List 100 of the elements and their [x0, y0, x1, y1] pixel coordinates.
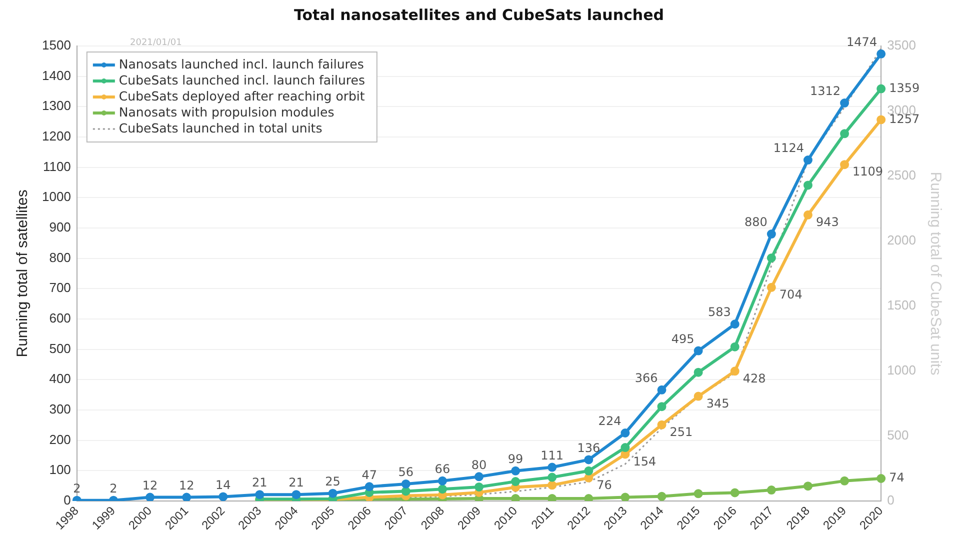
y-tick-label: 1200 [42, 128, 71, 144]
data-label: 224 [598, 414, 622, 428]
y-tick-label: 100 [49, 462, 71, 478]
data-label: 47 [362, 468, 377, 482]
point [511, 477, 520, 486]
data-label: 99 [508, 452, 524, 466]
y2-tick-label: 2000 [887, 232, 916, 248]
data-label: 495 [671, 332, 694, 346]
legend-label: Nanosats with propulsion modules [118, 104, 334, 120]
y-tick-label: 200 [49, 432, 71, 447]
point [548, 480, 557, 490]
y-tick-label: 0 [64, 492, 71, 508]
chart-title: Total nanosatellites and CubeSats launched [292, 6, 665, 24]
data-label: 136 [577, 440, 600, 455]
data-label: 21 [252, 476, 268, 490]
y-tick-label: 1400 [42, 68, 71, 83]
data-label: 21 [288, 476, 304, 490]
point [511, 494, 520, 501]
point [584, 494, 594, 501]
point [657, 402, 666, 412]
point [730, 320, 740, 329]
data-label: 1359 [889, 80, 920, 95]
point [876, 115, 886, 124]
legend-label: Nanosats launched incl. launch failures [118, 56, 364, 72]
y2-tick-label: 3500 [887, 38, 916, 53]
legend-label: CubeSats deployed after reaching orbit [118, 88, 365, 104]
point [840, 98, 850, 108]
y2-tick-label: 1500 [887, 298, 916, 313]
point [694, 346, 703, 356]
y2-tick-label: 500 [887, 428, 909, 443]
point [766, 282, 776, 292]
point [584, 466, 594, 476]
data-label: 154 [633, 454, 656, 468]
point [620, 428, 630, 438]
legend-label: CubeSats launched in total units [118, 120, 322, 136]
data-label: 111 [540, 448, 564, 462]
y2-tick-label: 1000 [887, 362, 916, 378]
point [620, 492, 630, 501]
point [438, 476, 447, 486]
data-label: 1124 [773, 141, 804, 156]
y-tick-label: 1500 [42, 38, 71, 53]
y-tick-label: 900 [49, 220, 71, 235]
y-tick-label: 600 [49, 310, 71, 326]
point [146, 492, 155, 501]
y-tick-label: 1000 [42, 189, 71, 204]
point [876, 49, 886, 58]
data-label: 583 [708, 305, 731, 320]
legend-label: CubeSats launched incl. launch failures [118, 72, 365, 88]
point [620, 443, 630, 452]
data-label: 428 [742, 371, 766, 386]
y-tick-label: 1300 [42, 98, 71, 114]
data-label: 251 [670, 424, 693, 439]
point [511, 466, 520, 476]
data-label: 1109 [852, 164, 884, 179]
point [840, 129, 850, 138]
data-label: 704 [779, 288, 802, 302]
point [840, 160, 850, 170]
y-tick-label: 800 [49, 250, 71, 265]
point [548, 472, 557, 482]
point [657, 420, 666, 430]
point [657, 385, 666, 394]
data-label: 1312 [810, 84, 841, 98]
point [694, 392, 703, 401]
data-label: 943 [816, 215, 839, 230]
point [803, 180, 812, 190]
point [694, 489, 703, 498]
point [657, 492, 666, 501]
point [328, 488, 338, 498]
data-label: 366 [634, 371, 658, 386]
y-axis-title: Running total of satellites [14, 190, 32, 358]
point [803, 482, 812, 491]
point [766, 486, 776, 495]
point [548, 494, 557, 501]
data-label: 2 [110, 481, 118, 496]
data-label: 76 [596, 478, 612, 492]
data-label: 880 [744, 215, 768, 230]
data-label: 1474 [846, 35, 878, 50]
y2-tick-label: 2500 [887, 168, 916, 183]
point [730, 488, 740, 498]
point [401, 486, 410, 496]
y-tick-label: 1100 [42, 158, 71, 174]
point [401, 479, 410, 488]
point [730, 366, 740, 376]
point [474, 482, 484, 492]
y-tick-label: 400 [49, 371, 71, 386]
data-label: 12 [142, 478, 158, 492]
annotation: 2021/01/01 [130, 38, 182, 48]
data-label: 12 [178, 478, 194, 492]
data-label: 345 [706, 396, 730, 410]
y2-tick-label: 0 [887, 492, 894, 508]
point [840, 476, 850, 486]
y-tick-label: 500 [49, 340, 71, 356]
data-label: 2 [73, 481, 81, 496]
data-label: 74 [889, 470, 904, 485]
point [255, 490, 264, 500]
point [803, 210, 812, 220]
point [548, 462, 557, 472]
y-tick-label: 300 [49, 402, 71, 417]
point [364, 482, 374, 492]
point [292, 490, 301, 500]
